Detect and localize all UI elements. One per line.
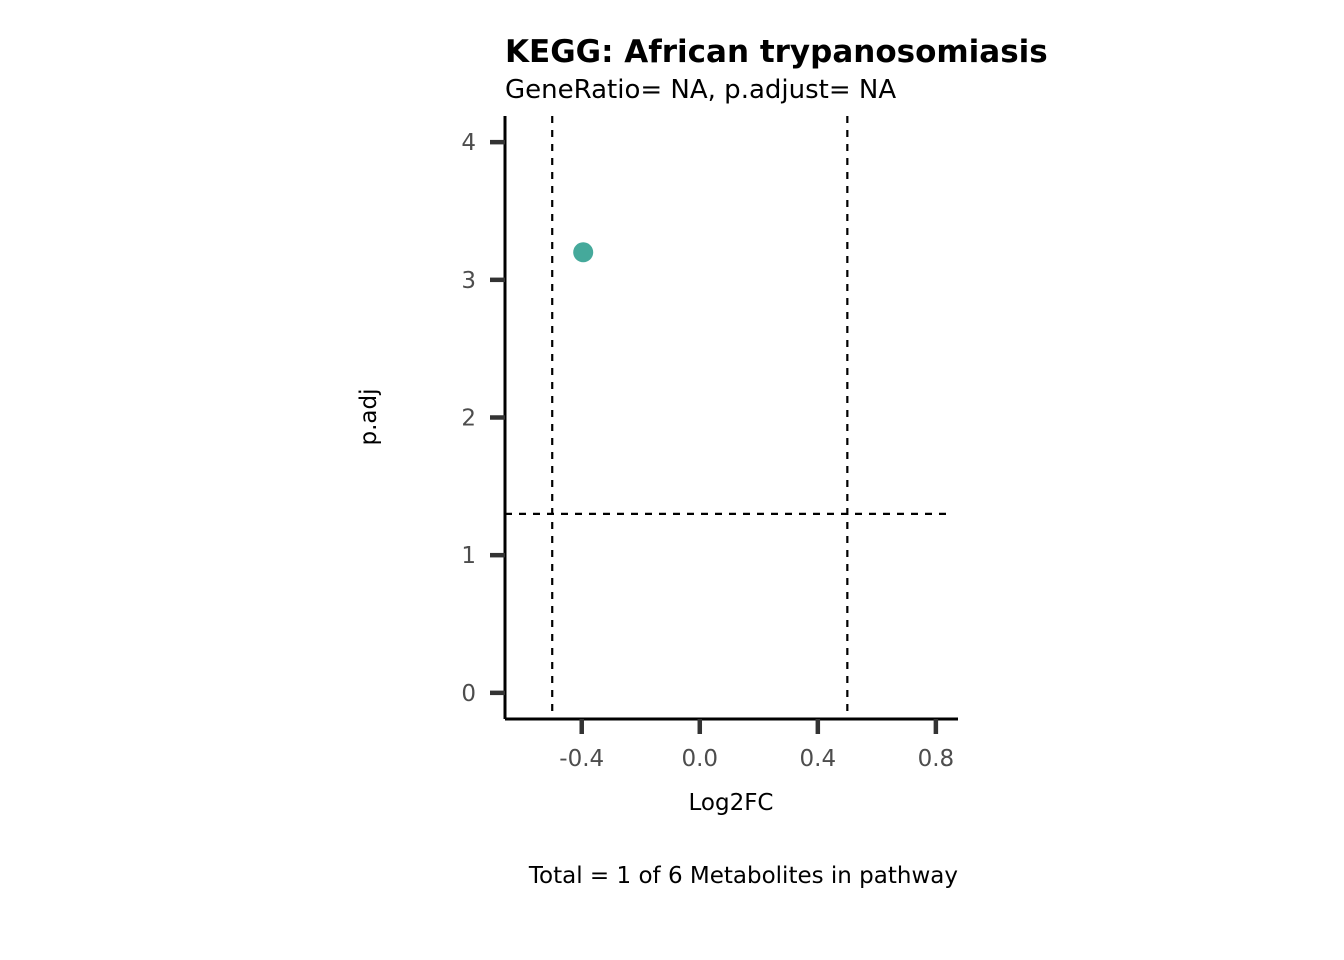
y-tick-label-4: 4 <box>461 130 476 156</box>
y-axis-ticks: 0 1 2 3 4 <box>461 130 505 707</box>
data-point-0 <box>573 242 594 263</box>
x-axis-ticks: -0.4 0.0 0.4 0.8 <box>559 719 954 772</box>
x-tick-label-3: 0.8 <box>918 746 955 772</box>
y-tick-label-2: 2 <box>461 406 476 432</box>
chart-caption: Total = 1 of 6 Metabolites in pathway <box>528 863 958 889</box>
y-axis-title: p.adj <box>356 389 382 446</box>
y-tick-label-1: 1 <box>461 543 476 569</box>
y-tick-label-3: 3 <box>461 268 476 294</box>
data-points <box>573 242 594 263</box>
y-tick-label-0: 0 <box>461 681 476 707</box>
reference-lines <box>505 116 950 719</box>
x-axis-title: Log2FC <box>688 790 773 816</box>
x-tick-label-2: 0.4 <box>800 746 837 772</box>
chart-title: KEGG: African trypanosomiasis <box>505 34 1048 70</box>
x-tick-label-1: 0.0 <box>681 746 718 772</box>
x-tick-label-0: -0.4 <box>559 746 604 772</box>
chart-subtitle: GeneRatio= NA, p.adjust= NA <box>505 75 896 105</box>
